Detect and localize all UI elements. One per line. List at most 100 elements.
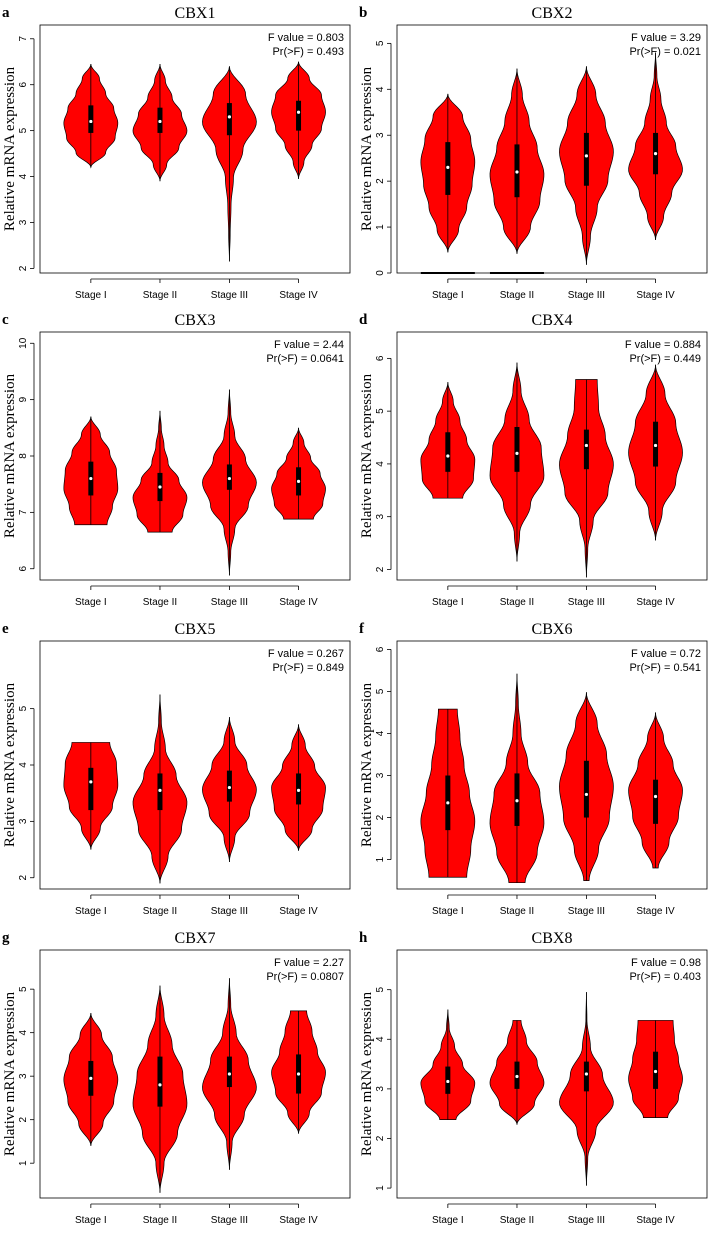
y-tick-label: 7 (18, 36, 29, 42)
panel-cbx8: h CBX8 Relative mRNA expression 1 2 3 4 5 Stage … (359, 930, 708, 1226)
median-point (89, 476, 93, 481)
y-tick-label: 4 (18, 173, 29, 179)
f-value-label: F value = 0.72 (631, 648, 701, 660)
y-tick-label: 0 (375, 270, 386, 276)
y-tick-label: 6 (375, 355, 386, 361)
x-tick-label: Stage I (432, 597, 464, 608)
y-tick-label: 8 (18, 453, 29, 459)
panel-title: CBX5 (175, 621, 216, 638)
iqr-box (653, 779, 659, 824)
x-tick-label: Stage I (75, 1215, 107, 1226)
plot-frame (39, 331, 351, 581)
f-value-label: F value = 2.27 (274, 957, 344, 969)
y-tick-label: 4 (18, 1029, 29, 1035)
f-value-label: F value = 3.29 (631, 32, 701, 44)
iqr-box (226, 103, 232, 136)
p-value-label: Pr(>F) = 0.021 (629, 46, 701, 58)
median-point (653, 1069, 658, 1074)
median-point (227, 115, 232, 119)
median-point (584, 443, 589, 448)
y-tick-label: 4 (18, 762, 29, 768)
iqr-box (88, 767, 94, 811)
x-tick-label: Stage II (500, 290, 534, 301)
p-value-label: Pr(>F) = 0.541 (629, 662, 701, 674)
y-tick-label: 4 (375, 730, 386, 736)
y-tick-label: 2 (18, 875, 29, 881)
iqr-box (445, 432, 451, 472)
iqr-box (226, 1056, 232, 1088)
plot-frame (39, 24, 351, 274)
y-axis-label: Relative mRNA expression (359, 991, 375, 1156)
median-point (653, 443, 658, 448)
y-tick-label: 6 (375, 646, 386, 652)
x-tick-label: Stage III (568, 1215, 605, 1226)
y-axis-label: Relative mRNA expression (2, 373, 18, 538)
x-tick-label: Stage I (75, 290, 107, 301)
y-tick-label: 5 (375, 986, 386, 992)
y-tick-label: 2 (375, 178, 386, 184)
x-tick-label: Stage III (211, 597, 248, 608)
y-tick-label: 10 (18, 337, 29, 349)
x-tick-label: Stage IV (636, 1215, 675, 1226)
p-value-label: Pr(>F) = 0.0641 (266, 353, 344, 365)
x-tick-label: Stage IV (636, 906, 675, 917)
panel-letter: c (2, 312, 9, 328)
panel-letter: h (359, 930, 368, 946)
median-point (515, 170, 519, 174)
y-tick-label: 4 (375, 86, 386, 92)
y-tick-label: 2 (18, 265, 29, 271)
y-tick-label: 1 (375, 224, 386, 230)
iqr-box (88, 105, 94, 133)
y-axis-label: Relative mRNA expression (359, 682, 375, 847)
median-point (446, 1079, 450, 1084)
plot-frame (396, 24, 708, 274)
y-tick-label: 6 (18, 566, 29, 572)
median-point (89, 1076, 93, 1080)
y-tick-label: 3 (375, 1086, 386, 1092)
x-tick-label: Stage II (143, 906, 177, 917)
y-tick-label: 4 (375, 1036, 386, 1042)
p-value-label: Pr(>F) = 0.403 (629, 971, 701, 983)
y-tick-label: 2 (375, 566, 386, 572)
y-tick-label: 1 (375, 856, 386, 862)
plot-frame (39, 949, 351, 1199)
panel-title: CBX1 (175, 5, 216, 22)
x-tick-label: Stage I (432, 906, 464, 917)
y-tick-label: 3 (18, 219, 29, 225)
median-point (515, 1074, 519, 1079)
panel-cbx6: f CBX6 Relative mRNA expression 1 2 3 4 5 6 Stage… (359, 621, 708, 917)
y-axis-label: Relative mRNA expression (2, 991, 18, 1156)
x-tick-label: Stage II (500, 906, 534, 917)
median-point (653, 794, 658, 799)
panel-letter: b (359, 5, 367, 21)
f-value-label: F value = 2.44 (274, 339, 344, 351)
y-tick-label: 1 (18, 1160, 29, 1166)
median-point (227, 476, 232, 481)
x-tick-label: Stage I (75, 906, 107, 917)
median-point (653, 151, 658, 156)
median-point (158, 1083, 162, 1087)
x-tick-label: Stage III (211, 290, 248, 301)
y-tick-label: 1 (375, 1185, 386, 1191)
y-tick-label: 5 (375, 408, 386, 414)
y-tick-label: 3 (18, 818, 29, 824)
y-tick-label: 3 (18, 1073, 29, 1079)
x-tick-label: Stage IV (279, 906, 318, 917)
iqr-box (296, 100, 302, 131)
plot-frame (39, 640, 351, 890)
y-tick-label: 5 (18, 705, 29, 711)
y-axis-label: Relative mRNA expression (2, 682, 18, 847)
median-point (446, 165, 450, 169)
median-point (89, 780, 93, 784)
y-tick-label: 5 (375, 688, 386, 694)
y-axis-label: Relative mRNA expression (359, 66, 375, 231)
median-point (158, 485, 162, 489)
x-tick-label: Stage II (500, 1215, 534, 1226)
x-tick-label: Stage IV (279, 1215, 318, 1226)
y-tick-label: 2 (375, 814, 386, 820)
x-tick-label: Stage III (568, 906, 605, 917)
panel-title: CBX6 (532, 621, 573, 638)
y-tick-label: 2 (375, 1135, 386, 1141)
median-point (158, 119, 162, 124)
